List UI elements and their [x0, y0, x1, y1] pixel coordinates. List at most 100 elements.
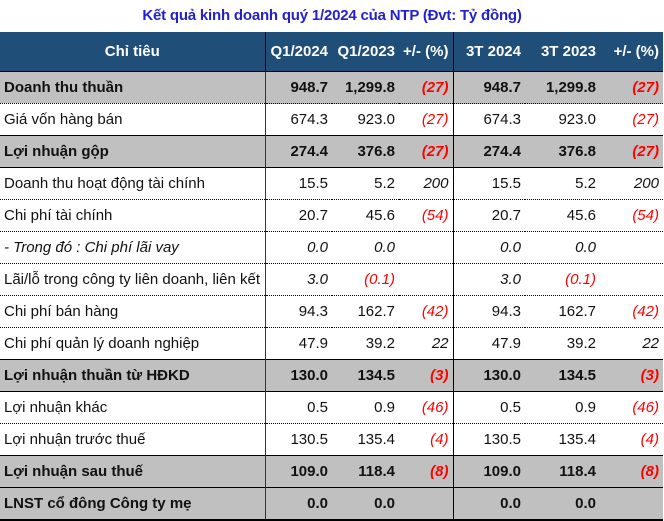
table-row: - Trong đó : Chi phí lãi vay 0.0 0.0 0.0 0.0 — [0, 231, 663, 264]
cell-q1-2023: 162.7 — [332, 295, 399, 328]
table-row: Chi phí tài chính 20.7 45.6 (54) 20.7 45.6 (54… — [0, 199, 663, 232]
row-label: Lợi nhuận gộp — [0, 135, 266, 168]
table-row: Doanh thu thuần 948.7 1,299.8 (27) 948.7 1,29… — [0, 71, 663, 104]
cell-3t-change-pct: (27) — [600, 103, 663, 136]
cell-q1-2024: 674.3 — [265, 103, 332, 136]
cell-3t-2023: 1,299.8 — [525, 71, 600, 104]
row-label: Doanh thu thuần — [0, 71, 266, 104]
cell-q1-2024: 0.0 — [265, 231, 332, 264]
row-label: Chi phí bán hàng — [0, 295, 266, 328]
header-3t-2024: 3T 2024 — [453, 32, 525, 72]
cell-q1-2023: 39.2 — [332, 327, 399, 360]
cell-q1-change-pct: (3) — [399, 359, 454, 392]
row-label: Lợi nhuận thuần từ HĐKD — [0, 359, 266, 392]
table-row: Lợi nhuận thuần từ HĐKD 130.0 134.5 (3) 130.… — [0, 359, 663, 392]
cell-q1-2024: 274.4 — [265, 135, 332, 168]
cell-3t-2023: 118.4 — [525, 455, 600, 488]
header-q1-change-pct: +/- (%) — [399, 32, 454, 72]
cell-q1-change-pct: (27) — [399, 103, 454, 136]
cell-3t-2023: 134.5 — [525, 359, 600, 392]
cell-3t-2024: 274.4 — [453, 135, 525, 168]
cell-q1-change-pct: (46) — [399, 391, 454, 424]
cell-q1-2023: 45.6 — [332, 199, 399, 232]
cell-3t-change-pct: (3) — [600, 359, 663, 392]
row-label: Lãi/lỗ trong công ty liên doanh, liên kế… — [0, 263, 266, 296]
cell-q1-2023: 376.8 — [332, 135, 399, 168]
cell-3t-change-pct — [600, 263, 663, 296]
row-label: - Trong đó : Chi phí lãi vay — [0, 231, 266, 264]
cell-q1-change-pct — [399, 263, 454, 296]
header-q1-2024: Q1/2024 — [265, 32, 332, 72]
cell-3t-change-pct: (46) — [600, 391, 663, 424]
cell-q1-change-pct: (54) — [399, 199, 454, 232]
cell-3t-2024: 0.0 — [453, 487, 525, 521]
header-3t-2023: 3T 2023 — [525, 32, 600, 72]
table-row: Chi phí bán hàng 94.3 162.7 (42) 94.3 162.7 (4… — [0, 295, 663, 328]
cell-q1-2023: 923.0 — [332, 103, 399, 136]
cell-3t-change-pct: (27) — [600, 135, 663, 168]
cell-3t-2023: 135.4 — [525, 423, 600, 456]
income-statement-table: Chỉ tiêu Q1/2024 Q1/2023 +/- (%) 3T 2024… — [0, 32, 663, 521]
cell-3t-change-pct: (8) — [600, 455, 663, 488]
cell-q1-2024: 948.7 — [265, 71, 332, 104]
cell-3t-2024: 94.3 — [453, 295, 525, 328]
cell-q1-change-pct — [399, 231, 454, 264]
cell-3t-2024: 0.5 — [453, 391, 525, 424]
cell-q1-2023: 1,299.8 — [332, 71, 399, 104]
header-chi-tieu: Chỉ tiêu — [0, 32, 266, 72]
cell-3t-2023: 45.6 — [525, 199, 600, 232]
cell-3t-change-pct: (42) — [600, 295, 663, 328]
cell-3t-change-pct: 22 — [600, 327, 663, 360]
cell-q1-2023: 135.4 — [332, 423, 399, 456]
cell-q1-2024: 15.5 — [265, 167, 332, 200]
cell-q1-2024: 47.9 — [265, 327, 332, 360]
cell-q1-change-pct: (4) — [399, 423, 454, 456]
cell-q1-2023: (0.1) — [332, 263, 399, 296]
cell-3t-2023: 5.2 — [525, 167, 600, 200]
cell-q1-change-pct: 22 — [399, 327, 454, 360]
cell-q1-change-pct: (27) — [399, 71, 454, 104]
cell-q1-2024: 130.0 — [265, 359, 332, 392]
header-3t-change-pct: +/- (%) — [600, 32, 663, 72]
table-row: Lợi nhuận gộp 274.4 376.8 (27) 274.4 376.8 (27… — [0, 135, 663, 168]
cell-q1-2024: 3.0 — [265, 263, 332, 296]
cell-q1-change-pct: (8) — [399, 455, 454, 488]
header-q1-2023: Q1/2023 — [332, 32, 399, 72]
cell-3t-2023: 376.8 — [525, 135, 600, 168]
cell-3t-change-pct: (4) — [600, 423, 663, 456]
cell-3t-2024: 130.5 — [453, 423, 525, 456]
table-row: Lợi nhuận trước thuế 130.5 135.4 (4) 130.5 13… — [0, 423, 663, 456]
cell-3t-change-pct: 200 — [600, 167, 663, 200]
cell-3t-2023: 162.7 — [525, 295, 600, 328]
row-label: Lợi nhuận khác — [0, 391, 266, 424]
row-label: Lợi nhuận sau thuế — [0, 455, 266, 488]
cell-3t-change-pct: (27) — [600, 71, 663, 104]
cell-3t-2023: 39.2 — [525, 327, 600, 360]
row-label: LNST cổ đông Công ty mẹ — [0, 487, 266, 521]
cell-q1-change-pct — [399, 487, 454, 521]
cell-q1-2024: 130.5 — [265, 423, 332, 456]
row-label: Doanh thu hoạt động tài chính — [0, 167, 266, 200]
cell-3t-2023: (0.1) — [525, 263, 600, 296]
table-row: Chi phí quản lý doanh nghiệp 47.9 39.2 22 47… — [0, 327, 663, 360]
cell-q1-2024: 94.3 — [265, 295, 332, 328]
row-label: Chi phí tài chính — [0, 199, 266, 232]
cell-q1-2024: 20.7 — [265, 199, 332, 232]
cell-q1-2024: 109.0 — [265, 455, 332, 488]
table-row: LNST cổ đông Công ty mẹ 0.0 0.0 0.0 0.0 — [0, 487, 663, 521]
row-label: Lợi nhuận trước thuế — [0, 423, 266, 456]
cell-q1-change-pct: 200 — [399, 167, 454, 200]
cell-3t-change-pct — [600, 231, 663, 264]
table-row: Giá vốn hàng bán 674.3 923.0 (27) 674.3 923.0… — [0, 103, 663, 136]
cell-3t-2024: 109.0 — [453, 455, 525, 488]
cell-3t-change-pct — [600, 487, 663, 521]
cell-q1-2024: 0.5 — [265, 391, 332, 424]
cell-q1-change-pct: (42) — [399, 295, 454, 328]
cell-3t-change-pct: (54) — [600, 199, 663, 232]
table-row: Lợi nhuận khác 0.5 0.9 (46) 0.5 0.9 (46) — [0, 391, 663, 424]
cell-3t-2024: 674.3 — [453, 103, 525, 136]
cell-3t-2023: 923.0 — [525, 103, 600, 136]
table-title: Kết quả kinh doanh quý 1/2024 của NTP (Đ… — [142, 7, 522, 24]
cell-q1-2023: 5.2 — [332, 167, 399, 200]
cell-q1-2023: 134.5 — [332, 359, 399, 392]
